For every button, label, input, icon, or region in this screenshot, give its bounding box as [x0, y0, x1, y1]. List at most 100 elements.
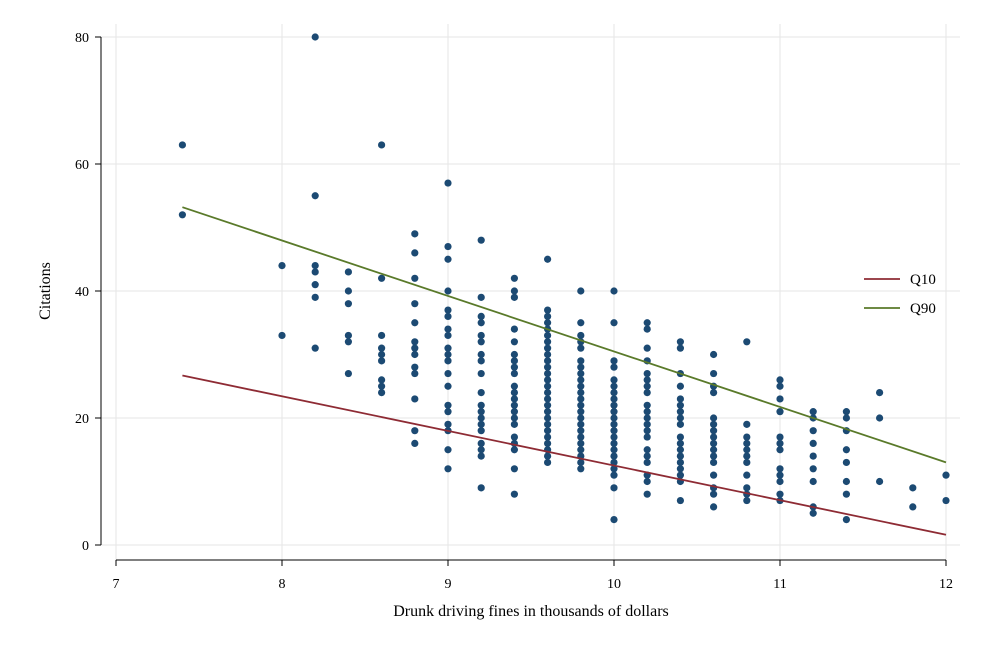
scatter-point	[610, 484, 618, 492]
scatter-point	[577, 439, 585, 447]
scatter-point	[444, 331, 452, 340]
scatter-point	[643, 420, 651, 428]
scatter-point	[577, 458, 585, 467]
quantile-lines	[182, 206, 947, 536]
scatter-point	[311, 293, 319, 301]
scatter-point	[510, 395, 518, 403]
scatter-point	[477, 446, 485, 454]
scatter-point	[610, 446, 618, 454]
scatter-point	[743, 439, 751, 447]
scatter-point	[909, 484, 917, 492]
scatter-point	[510, 357, 518, 365]
scatter-point	[444, 325, 452, 333]
scatter-point	[544, 420, 552, 428]
scatter-point	[378, 274, 386, 282]
scatter-point	[776, 471, 784, 479]
scatter-point	[776, 376, 784, 384]
scatter-point	[610, 395, 618, 403]
scatter-point	[477, 452, 485, 460]
y-tick-label: 20	[75, 412, 89, 427]
scatter-point	[710, 350, 718, 359]
scatter-point	[577, 465, 585, 473]
x-tick-label: 12	[939, 577, 953, 592]
scatter-point	[477, 414, 485, 422]
scatter-point	[510, 325, 518, 333]
scatter-point	[610, 414, 618, 422]
scatter-point	[510, 293, 518, 301]
scatter-point	[344, 268, 352, 276]
scatter-point	[444, 287, 452, 295]
scatter-point	[411, 274, 419, 282]
scatter-point	[544, 319, 552, 327]
scatter-point	[776, 465, 784, 473]
x-axis-title: Drunk driving fines in thousands of doll…	[393, 603, 669, 620]
scatter-point	[411, 300, 419, 308]
scatter-point	[510, 408, 518, 416]
scatter-point	[444, 401, 452, 409]
y-tick-label: 0	[82, 539, 89, 554]
scatter-point	[344, 331, 352, 340]
scatter-point	[378, 382, 386, 390]
scatter-point	[643, 477, 651, 486]
scatter-point	[776, 490, 784, 498]
scatter-point	[743, 452, 751, 460]
scatter-point	[776, 382, 784, 390]
scatter-point	[643, 376, 651, 384]
scatter-point	[610, 401, 618, 409]
scatter-point	[577, 369, 585, 378]
scatter-point	[477, 293, 485, 301]
scatter-point	[710, 420, 718, 428]
scatter-point	[544, 389, 552, 397]
scatter-point	[510, 274, 518, 282]
scatter-point	[676, 414, 685, 422]
scatter-point	[610, 357, 618, 365]
y-tick-label: 80	[75, 31, 89, 46]
x-tick-label: 8	[279, 577, 286, 592]
scatter-point	[544, 414, 552, 422]
scatter-point	[311, 268, 319, 276]
scatter-point	[344, 300, 352, 308]
scatter-point	[710, 446, 718, 454]
scatter-point	[676, 452, 685, 460]
scatter-point	[444, 357, 452, 365]
scatter-point	[510, 420, 518, 428]
scatter-point	[909, 503, 917, 511]
scatter-point	[544, 408, 552, 416]
scatter-point	[444, 382, 452, 390]
scatter-point	[411, 363, 419, 371]
scatter-point	[776, 395, 784, 403]
scatter-point	[643, 325, 651, 333]
scatter-point	[776, 477, 784, 486]
scatter-point	[378, 389, 386, 397]
scatter-point	[444, 408, 452, 416]
y-tick-label: 60	[75, 158, 89, 173]
scatter-point	[577, 414, 585, 422]
scatter-point	[544, 363, 552, 371]
scatter-point	[510, 382, 518, 390]
scatter-point	[676, 465, 685, 473]
scatter-point	[842, 458, 851, 467]
scatter-point	[510, 369, 518, 378]
scatter-point	[710, 369, 718, 378]
scatter-point	[643, 490, 651, 498]
scatter-point	[610, 427, 618, 435]
scatter-point	[676, 471, 685, 479]
x-tick-label: 9	[445, 577, 452, 592]
scatter-point	[510, 338, 518, 346]
scatter-point	[942, 496, 950, 505]
scatter-point	[411, 439, 419, 447]
x-tick-label: 7	[113, 577, 120, 592]
scatter-point	[643, 319, 651, 327]
scatter-point	[776, 433, 784, 441]
scatter-point	[477, 484, 485, 492]
scatter-point	[544, 344, 552, 352]
axes	[100, 37, 946, 561]
scatter-point	[444, 344, 452, 352]
scatter-point	[344, 287, 352, 295]
scatter-point	[411, 395, 419, 403]
scatter-point	[477, 401, 485, 409]
scatter-point	[577, 376, 585, 384]
scatter-point	[510, 350, 518, 359]
scatter-point	[710, 503, 718, 511]
